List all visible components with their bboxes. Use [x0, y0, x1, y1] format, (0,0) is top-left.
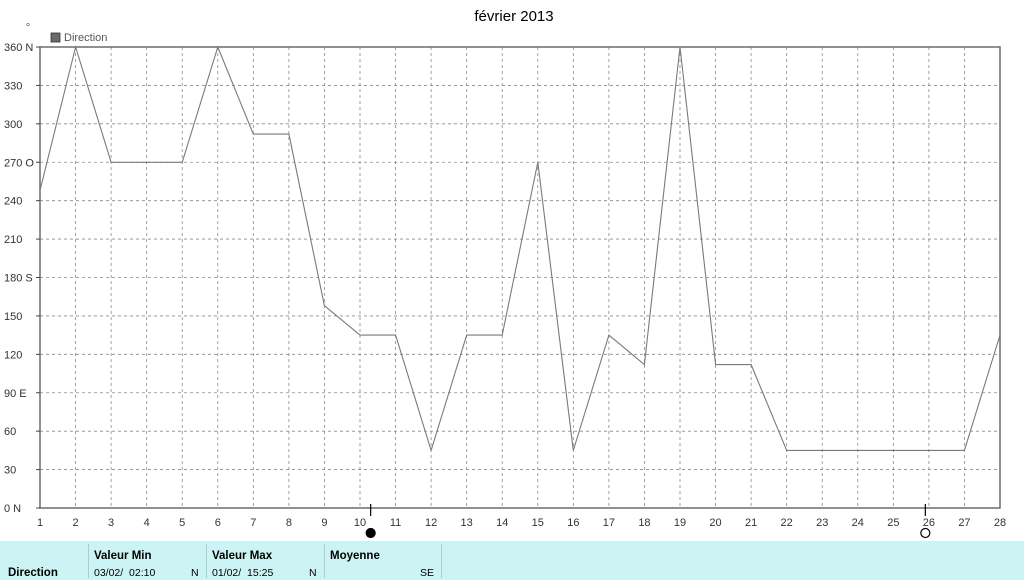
- x-tick-label: 18: [638, 517, 650, 529]
- new-moon-icon: [920, 527, 931, 539]
- moon-markers: [365, 504, 931, 539]
- stats-panel: Direction Valeur Min 03/02/ 02:10 N Vale…: [0, 541, 1024, 580]
- x-tick-label: 12: [425, 517, 437, 529]
- max-header: Valeur Max: [212, 550, 273, 562]
- stats-separator: [324, 544, 325, 578]
- x-tick-label: 7: [250, 517, 256, 529]
- x-tick-label: 14: [496, 517, 508, 529]
- y-tick-label: 60: [4, 426, 16, 438]
- x-tick-label: 1: [37, 517, 43, 529]
- y-tick-label: 0 N: [4, 503, 21, 515]
- x-tick-label: 10: [354, 517, 366, 529]
- y-tick-label: 300: [4, 119, 22, 131]
- x-tick-label: 9: [321, 517, 327, 529]
- x-tick-label: 4: [144, 517, 150, 529]
- x-tick-label: 22: [781, 517, 793, 529]
- avg-cell: Moyenne SE: [325, 541, 441, 580]
- y-tick-labels: 0 N 30 60 90 E 120 150 180 S 210 240 270 O 300 330 3…: [4, 42, 40, 515]
- y-axis-unit: °: [26, 22, 30, 34]
- stats-row-label: Direction: [8, 567, 58, 579]
- x-tick-label: 16: [567, 517, 579, 529]
- legend-label: Direction: [64, 32, 107, 44]
- min-header: Valeur Min: [94, 550, 152, 562]
- x-tick-label: 26: [923, 517, 935, 529]
- x-tick-label: 27: [958, 517, 970, 529]
- full-moon-icon: [365, 527, 376, 539]
- grid: [40, 47, 1000, 508]
- chart-title: février 2013: [474, 8, 553, 25]
- x-tick-label: 25: [887, 517, 899, 529]
- x-tick-label: 6: [215, 517, 221, 529]
- min-cell: Valeur Min 03/02/ 02:10 N: [89, 541, 206, 580]
- x-tick-label: 13: [461, 517, 473, 529]
- avg-value: SE: [420, 567, 435, 579]
- y-tick-label: 90 E: [4, 388, 27, 400]
- stats-separator: [206, 544, 207, 578]
- x-tick-label: 28: [994, 517, 1006, 529]
- x-tick-label: 8: [286, 517, 292, 529]
- series-line: [39, 44, 1001, 453]
- max-cell: Valeur Max 01/02/ 15:25 N: [207, 541, 324, 580]
- x-tick-label: 3: [108, 517, 114, 529]
- stats-separator: [441, 544, 442, 578]
- x-tick-labels: 1 2 3 4 5 6 7 8 9 10 11 12 13 14 15 16 17 18 19 20 21 22 23 24 2…: [37, 517, 1006, 529]
- y-tick-label: 270 O: [4, 157, 34, 169]
- avg-header: Moyenne: [330, 550, 380, 562]
- y-tick-label: 180 S: [4, 273, 33, 285]
- y-tick-label: 150: [4, 311, 22, 323]
- max-datetime: 01/02/ 15:25: [212, 567, 274, 579]
- y-tick-label: 240: [4, 196, 22, 208]
- x-tick-label: 11: [390, 517, 401, 529]
- x-tick-label: 19: [674, 517, 686, 529]
- y-tick-label: 120: [4, 349, 22, 361]
- y-tick-label: 360 N: [4, 42, 33, 54]
- series-direction: [39, 44, 1001, 453]
- min-datetime: 03/02/ 02:10: [94, 567, 156, 579]
- x-tick-label: 17: [603, 517, 615, 529]
- x-tick-label: 5: [179, 517, 185, 529]
- y-tick-label: 210: [4, 234, 22, 246]
- x-tick-label: 2: [72, 517, 78, 529]
- stats-row-label-cell: Direction: [0, 541, 88, 580]
- x-tick-label: 23: [816, 517, 828, 529]
- y-tick-label: 30: [4, 465, 16, 477]
- stats-separator: [88, 544, 89, 578]
- x-tick-label: 24: [852, 517, 864, 529]
- x-tick-label: 15: [532, 517, 544, 529]
- y-tick-label: 330: [4, 80, 22, 92]
- max-direction: N: [309, 567, 317, 579]
- min-direction: N: [191, 567, 199, 579]
- x-tick-label: 21: [745, 517, 757, 529]
- x-tick-label: 20: [709, 517, 721, 529]
- legend-swatch: [50, 32, 61, 43]
